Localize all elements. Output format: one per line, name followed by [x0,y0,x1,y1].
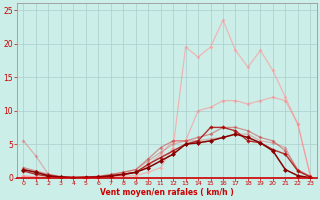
X-axis label: Vent moyen/en rafales ( km/h ): Vent moyen/en rafales ( km/h ) [100,188,234,197]
